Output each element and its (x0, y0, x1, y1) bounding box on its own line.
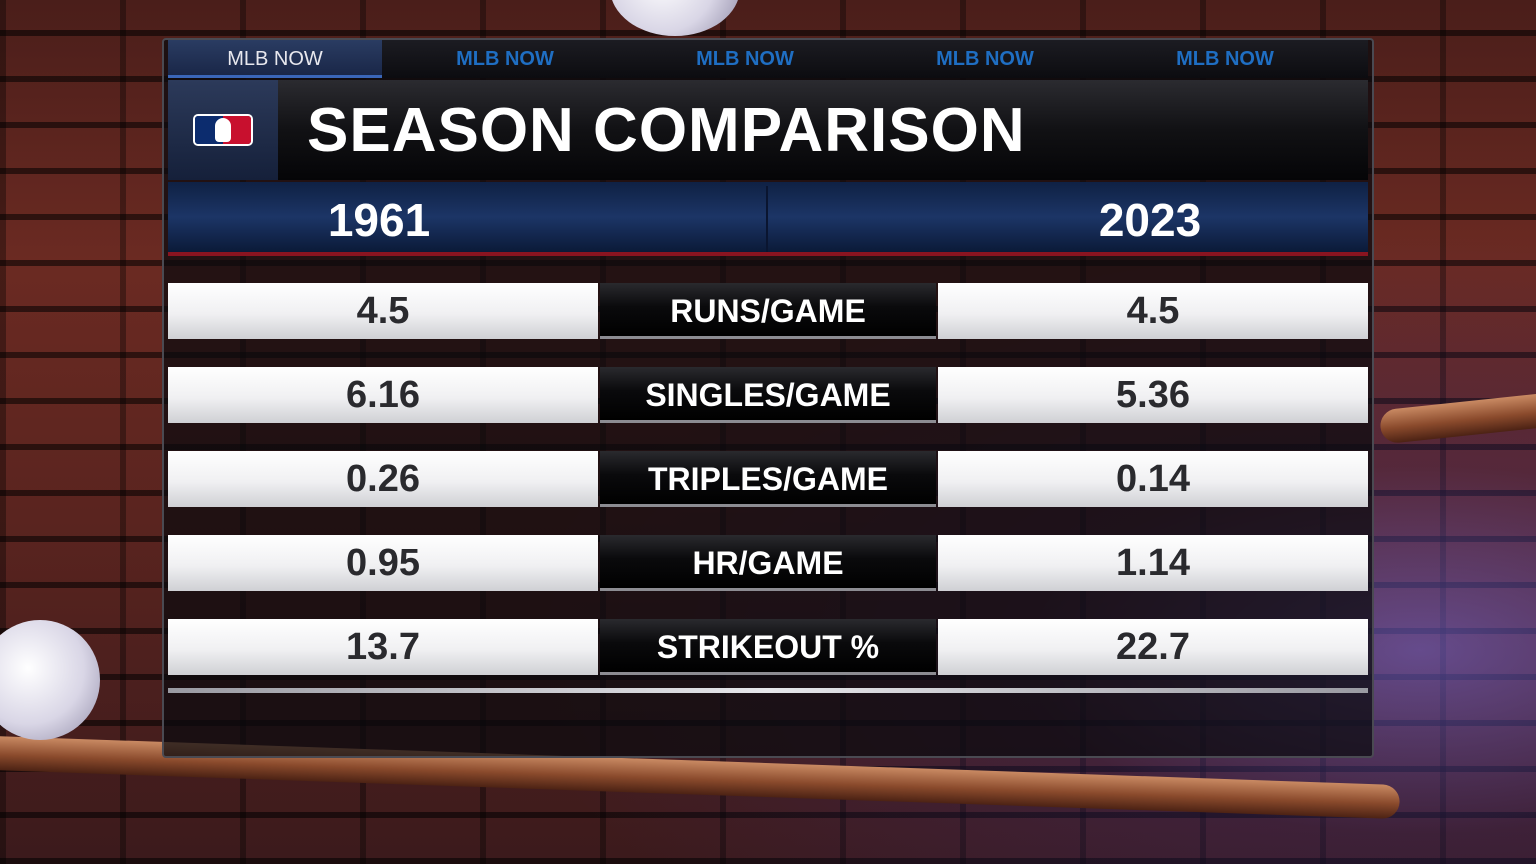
right-value: 0.14 (938, 451, 1368, 507)
table-row: 4.5 RUNS/GAME 4.5 (168, 283, 1368, 339)
baseball-decoration (0, 620, 100, 740)
table-row: 0.26 TRIPLES/GAME 0.14 (168, 451, 1368, 507)
left-value: 0.26 (168, 451, 598, 507)
right-value: 22.7 (938, 619, 1368, 675)
left-value: 13.7 (168, 619, 598, 675)
year-divider (766, 186, 768, 252)
year-header-bar (168, 182, 1368, 256)
tab-mlb-now-3[interactable]: MLB NOW (696, 48, 794, 70)
tab-mlb-now-4[interactable]: MLB NOW (936, 48, 1034, 70)
stat-label: STRIKEOUT % (600, 619, 936, 675)
mlb-logo-icon (193, 114, 253, 146)
stat-label: HR/GAME (600, 535, 936, 591)
stat-label: SINGLES/GAME (600, 367, 936, 423)
page-title: SEASON COMPARISON (307, 96, 1026, 165)
left-value: 6.16 (168, 367, 598, 423)
tab-mlb-now-5[interactable]: MLB NOW (1176, 48, 1274, 70)
tab-bar: MLB NOW MLB NOW MLB NOW MLB NOW MLB NOW (168, 40, 1368, 78)
footer-divider (168, 688, 1368, 693)
left-value: 4.5 (168, 283, 598, 339)
table-row: 0.95 HR/GAME 1.14 (168, 535, 1368, 591)
right-value: 4.5 (938, 283, 1368, 339)
title-bar (168, 80, 1368, 180)
table-row: 13.7 STRIKEOUT % 22.7 (168, 619, 1368, 675)
tab-mlb-now-1[interactable]: MLB NOW (168, 40, 382, 78)
stat-label: TRIPLES/GAME (600, 451, 936, 507)
left-value: 0.95 (168, 535, 598, 591)
stat-label: RUNS/GAME (600, 283, 936, 339)
year-left: 1961 (327, 194, 431, 246)
right-value: 1.14 (938, 535, 1368, 591)
table-row: 6.16 SINGLES/GAME 5.36 (168, 367, 1368, 423)
year-right: 2023 (1098, 194, 1202, 246)
tab-mlb-now-2[interactable]: MLB NOW (456, 48, 554, 70)
right-value: 5.36 (938, 367, 1368, 423)
